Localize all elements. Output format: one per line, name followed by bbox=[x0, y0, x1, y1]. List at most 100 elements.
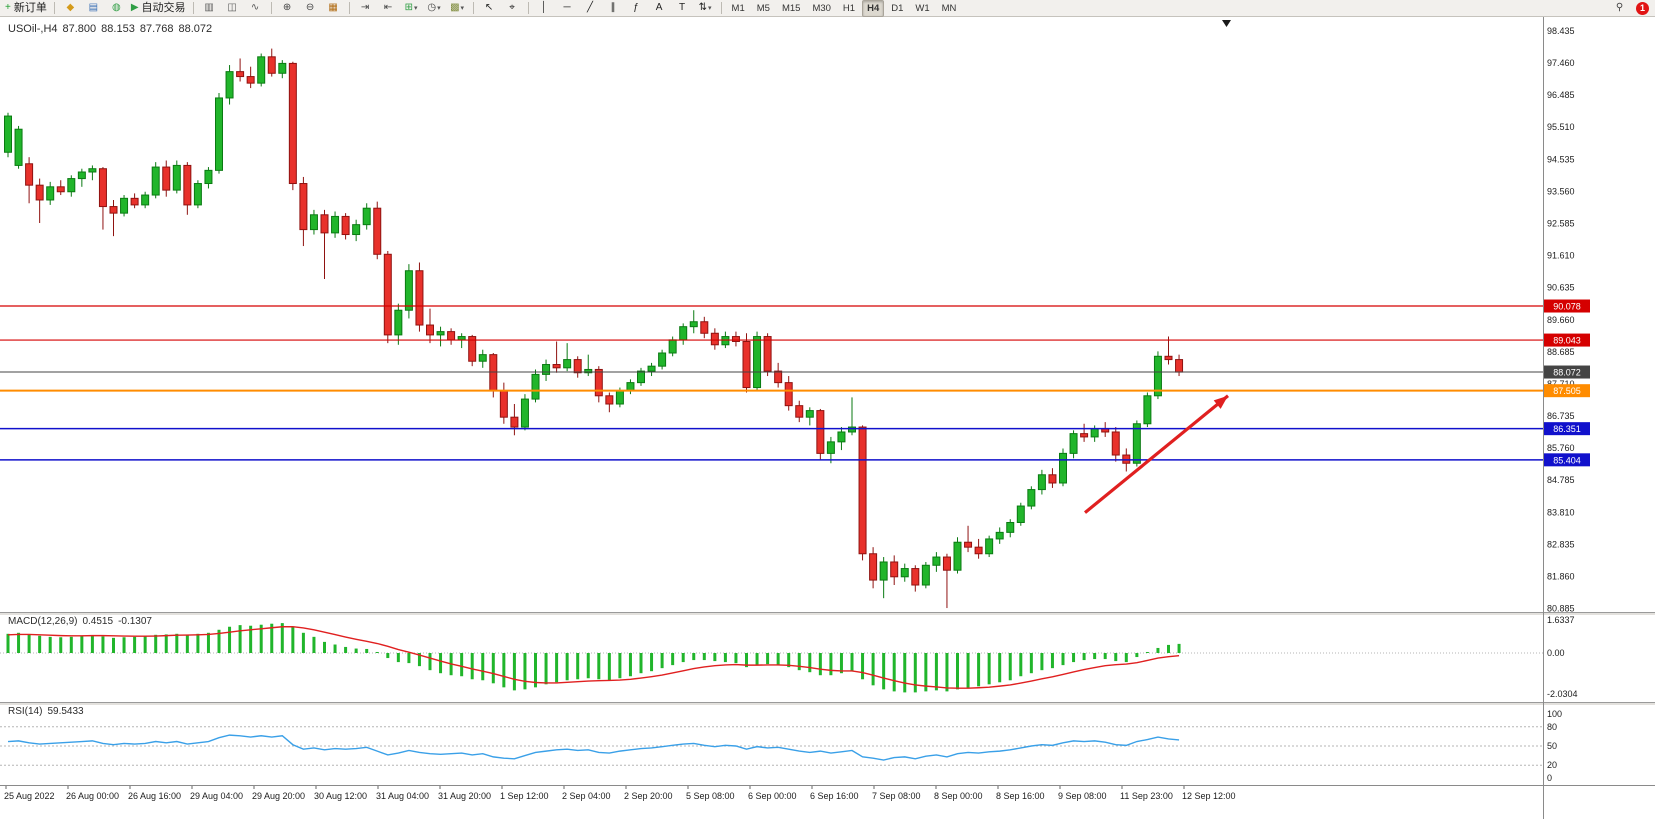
market-watch-icon[interactable]: ▤ bbox=[82, 0, 105, 17]
candlestick-chart-type-button[interactable]: ◫ bbox=[221, 0, 244, 17]
tile-windows-button[interactable]: ▦ bbox=[322, 0, 345, 17]
text-icon: A bbox=[655, 2, 663, 13]
autotrading-button[interactable]: ▶ 自动交易 bbox=[128, 0, 189, 17]
macd-histogram-bar bbox=[154, 634, 158, 654]
bear-candle bbox=[510, 416, 519, 428]
macd-histogram-bar bbox=[460, 653, 464, 677]
resistance-line-1-badge-label: 90.078 bbox=[1553, 302, 1581, 312]
timeframe-button-m15[interactable]: M15 bbox=[781, 2, 801, 14]
rsi-axis-label: 50 bbox=[1547, 741, 1557, 751]
arrow-head-icon bbox=[1213, 395, 1228, 409]
chart-shift-button[interactable]: ⇤ bbox=[377, 0, 400, 17]
bear-candle bbox=[373, 207, 382, 255]
timeframe-button-h1[interactable]: H1 bbox=[842, 2, 856, 14]
time-axis-label: 8 Sep 00:00 bbox=[934, 791, 983, 801]
panel-splitter[interactable] bbox=[0, 702, 1655, 705]
chart-shift-marker[interactable] bbox=[1222, 20, 1231, 27]
macd-histogram-bar bbox=[734, 653, 738, 664]
trendline-button[interactable]: ╱ bbox=[579, 0, 602, 17]
bull-candle bbox=[404, 270, 413, 311]
bull-candle bbox=[900, 568, 909, 578]
data-window-icon[interactable]: ◍ bbox=[105, 0, 128, 17]
macd-histogram-bar bbox=[639, 653, 643, 674]
notification-badge[interactable]: 1 bbox=[1636, 1, 1649, 15]
indicators-list-button[interactable]: ⊞ ▾ bbox=[400, 0, 423, 17]
timeframe-button-w1[interactable]: W1 bbox=[915, 2, 930, 14]
timeframe-button-d1[interactable]: D1 bbox=[891, 2, 904, 14]
templates-button[interactable]: ▩ ▾ bbox=[446, 0, 469, 17]
macd-axis-label: -2.0304 bbox=[1547, 689, 1578, 699]
macd-histogram-bar bbox=[702, 653, 706, 661]
time-axis-label: 7 Sep 08:00 bbox=[872, 791, 921, 801]
macd-histogram-bar bbox=[787, 653, 791, 668]
timeframe-button-m30[interactable]: M30 bbox=[812, 2, 831, 14]
macd-histogram-bar bbox=[934, 653, 938, 691]
main-chart-plot[interactable] bbox=[0, 17, 1543, 612]
bull-candle bbox=[77, 171, 86, 180]
bear-candle bbox=[1111, 431, 1120, 456]
macd-histogram-bar bbox=[555, 653, 559, 683]
new-order-button[interactable]: + 新订单 bbox=[2, 0, 50, 17]
bull-candle bbox=[1006, 521, 1015, 533]
macd-histogram-bar bbox=[903, 653, 907, 693]
bear-candle bbox=[710, 332, 719, 346]
bar-chart-type-button[interactable]: ▥ bbox=[198, 0, 221, 17]
line-chart-type-button[interactable]: ∿ bbox=[244, 0, 267, 17]
crosshair-button[interactable]: ⌖ bbox=[501, 0, 524, 17]
macd-histogram-bar bbox=[375, 651, 379, 654]
vertical-line-button[interactable]: │ bbox=[533, 0, 556, 17]
periods-button[interactable]: ◷ ▾ bbox=[423, 0, 446, 17]
chart-window-icon[interactable]: ◆ bbox=[59, 0, 82, 17]
rsi-value: 59.5433 bbox=[47, 706, 84, 717]
bull-candle bbox=[204, 169, 213, 185]
time-axis-label: 31 Aug 20:00 bbox=[438, 791, 491, 801]
label-button[interactable]: T bbox=[671, 0, 694, 17]
macd-axis-label: 1.6337 bbox=[1547, 615, 1575, 625]
bear-candle bbox=[130, 197, 139, 206]
search-button[interactable]: ⚲ bbox=[1615, 2, 1624, 13]
arrows-tool-button[interactable]: ⇅ ▾ bbox=[694, 0, 717, 17]
cursor-button[interactable]: ↖ bbox=[478, 0, 501, 17]
equidistant-channel-button[interactable]: ∥ bbox=[602, 0, 625, 17]
panel-splitter[interactable] bbox=[0, 612, 1655, 615]
up-arrow-annotation[interactable] bbox=[1083, 394, 1230, 514]
macd-histogram-bar bbox=[196, 633, 200, 654]
tile-windows-icon: ▦ bbox=[328, 2, 338, 13]
bear-candle bbox=[784, 382, 793, 407]
resistance-line-2-badge bbox=[1544, 333, 1590, 347]
bear-candle bbox=[56, 186, 65, 193]
bull-candle bbox=[278, 62, 287, 74]
price-axis-label: 93.560 bbox=[1547, 186, 1575, 196]
macd-histogram-bar bbox=[291, 626, 295, 654]
macd-histogram-bar bbox=[185, 634, 189, 654]
macd-histogram-bar bbox=[90, 635, 94, 654]
bull-candle bbox=[309, 214, 318, 231]
horizontal-line-button[interactable]: ─ bbox=[556, 0, 579, 17]
auto-scroll-button[interactable]: ⇥ bbox=[354, 0, 377, 17]
timeframe-button-m1[interactable]: M1 bbox=[731, 2, 745, 14]
chevron-down-icon: ▾ bbox=[460, 4, 465, 12]
macd-histogram-bar bbox=[1061, 653, 1065, 666]
macd-histogram-bar bbox=[280, 623, 284, 654]
bull-candle bbox=[1037, 474, 1046, 491]
macd-histogram-bar bbox=[850, 653, 854, 672]
bull-candle bbox=[626, 382, 635, 392]
timeframe-button-h4[interactable]: H4 bbox=[862, 0, 885, 17]
macd-name: MACD(12,26,9) bbox=[8, 616, 78, 627]
bull-candle bbox=[331, 215, 340, 234]
timeframe-button-m5[interactable]: M5 bbox=[756, 2, 770, 14]
price-axis-label: 82.835 bbox=[1547, 539, 1575, 549]
macd-histogram-bar bbox=[217, 629, 221, 654]
text-button[interactable]: A bbox=[648, 0, 671, 17]
time-axis-label: 2 Sep 20:00 bbox=[624, 791, 673, 801]
auto-scroll-icon: ⇥ bbox=[360, 2, 370, 13]
macd-main-value: 0.4515 bbox=[82, 616, 114, 627]
zoom-out-button[interactable]: ⊖ bbox=[299, 0, 322, 17]
macd-histogram-bar bbox=[80, 635, 84, 654]
periods-icon: ◷ bbox=[427, 2, 437, 13]
timeframe-button-mn[interactable]: MN bbox=[941, 2, 957, 14]
bear-candle bbox=[25, 163, 34, 186]
fibonacci-button[interactable]: ƒ bbox=[625, 0, 648, 17]
zoom-in-button[interactable]: ⊕ bbox=[276, 0, 299, 17]
